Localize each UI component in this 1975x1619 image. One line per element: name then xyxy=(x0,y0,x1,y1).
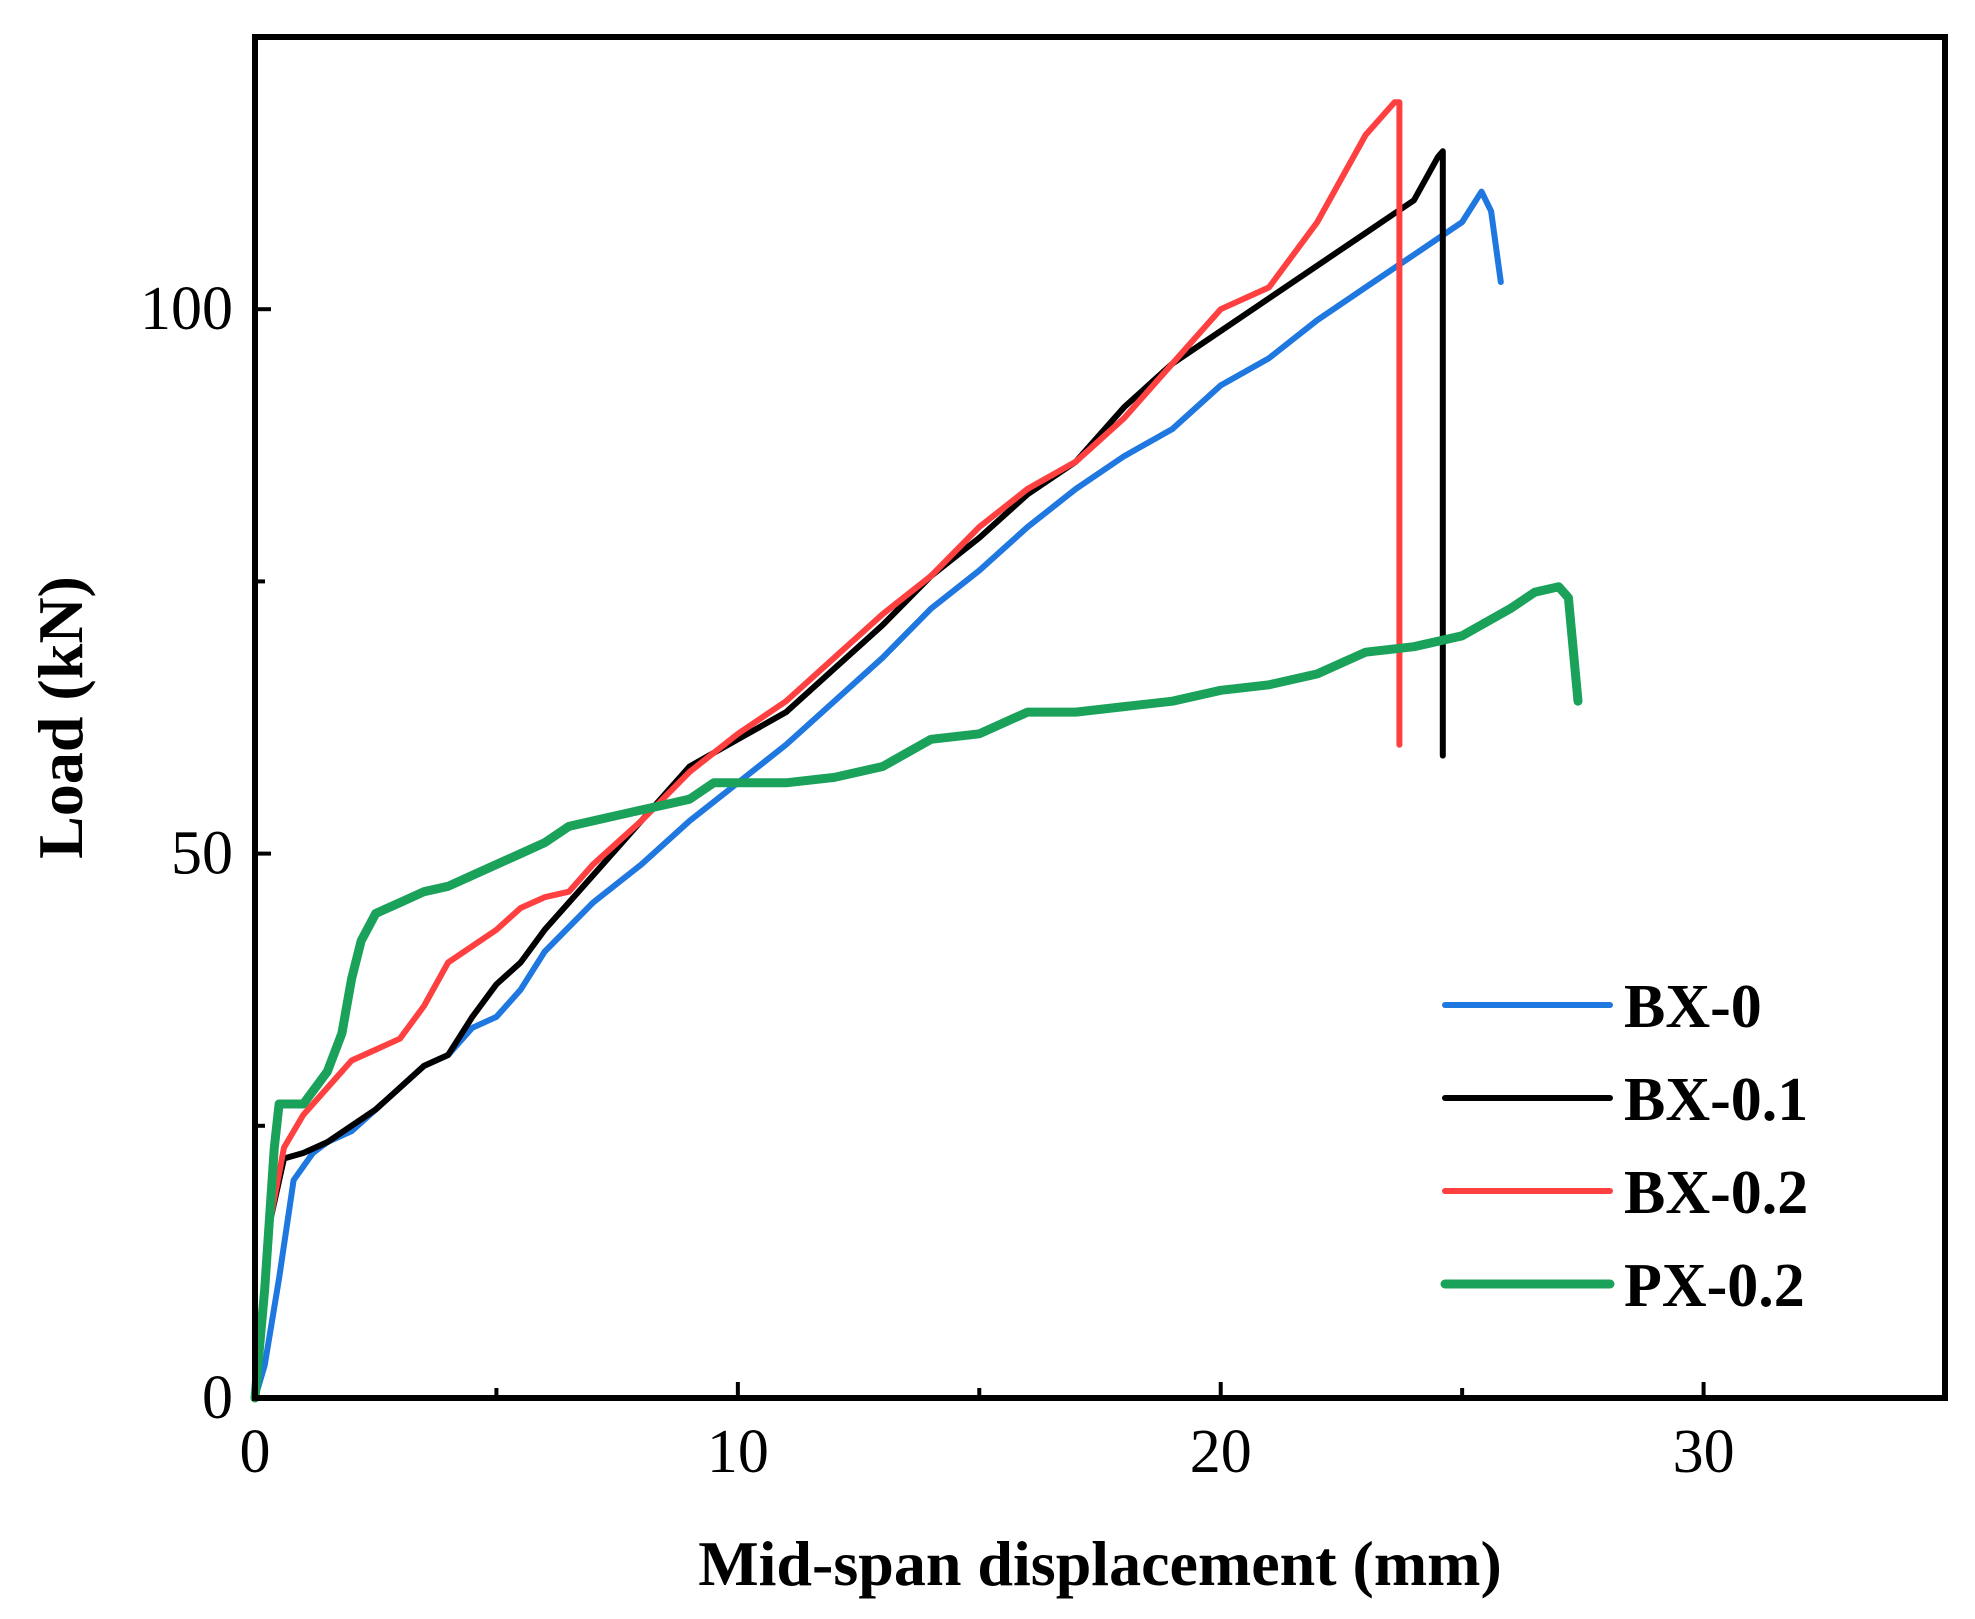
plot-area xyxy=(250,99,1583,1403)
x-tick-label: 0 xyxy=(240,1418,271,1486)
legend: BX-0 BX-0.1 BX-0.2 PX-0.2 xyxy=(1440,973,1808,1320)
legend-label-bx-0: BX-0 xyxy=(1624,973,1762,1041)
series-line-bx-0-1 xyxy=(252,148,1446,1401)
series-line-bx-0 xyxy=(252,188,1504,1401)
x-tick-label: 10 xyxy=(707,1418,769,1486)
y-tick-label: 50 xyxy=(171,820,233,888)
legend-label-px-0-2: PX-0.2 xyxy=(1624,1252,1805,1320)
x-tick-label: 30 xyxy=(1673,1418,1735,1486)
y-tick-label: 100 xyxy=(140,275,233,343)
series-line-px-0-2 xyxy=(250,582,1583,1403)
plot-frame xyxy=(252,34,1948,1401)
legend-label-bx-0-2: BX-0.2 xyxy=(1624,1159,1808,1227)
series-line-bx-0-2 xyxy=(252,99,1403,1401)
x-axis-title: Mid-span displacement (mm) xyxy=(698,1528,1502,1599)
y-tick-label: 0 xyxy=(202,1364,233,1432)
legend-label-bx-0-1: BX-0.1 xyxy=(1624,1066,1808,1134)
x-tick-label: 20 xyxy=(1190,1418,1252,1486)
axis-ticks: 0 10 20 30 0 50 100 xyxy=(140,275,1735,1486)
y-axis-title: Load (kN) xyxy=(25,576,96,859)
